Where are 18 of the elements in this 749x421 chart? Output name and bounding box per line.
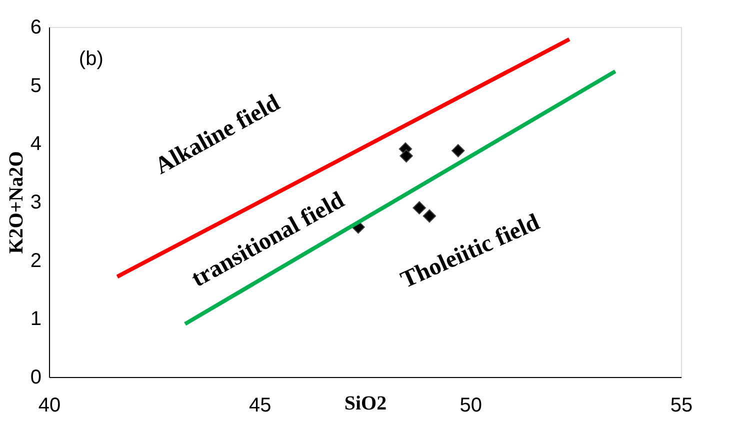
y-tick-label: 6 (30, 16, 42, 38)
annotation: (b) (78, 48, 104, 70)
x-tick-label: 40 (38, 394, 61, 416)
point (451, 144, 465, 158)
y-tick-label: 0 (30, 366, 42, 388)
y-axis-title: K2O+Na2O (5, 151, 28, 254)
x-tick-label: 45 (249, 394, 272, 416)
x-axis-title: SiO2 (344, 392, 387, 414)
y-tick-label: 2 (30, 250, 42, 272)
point (422, 209, 436, 223)
point (400, 149, 413, 163)
y-tick-label: 3 (30, 192, 42, 214)
y-tick-label: 4 (30, 133, 42, 156)
x-tick-label: 50 (460, 394, 482, 416)
y-tick-label: 1 (30, 308, 42, 330)
x-tick-label: 55 (670, 394, 693, 416)
y-tick-label: 5 (30, 74, 42, 97)
point (412, 201, 426, 214)
